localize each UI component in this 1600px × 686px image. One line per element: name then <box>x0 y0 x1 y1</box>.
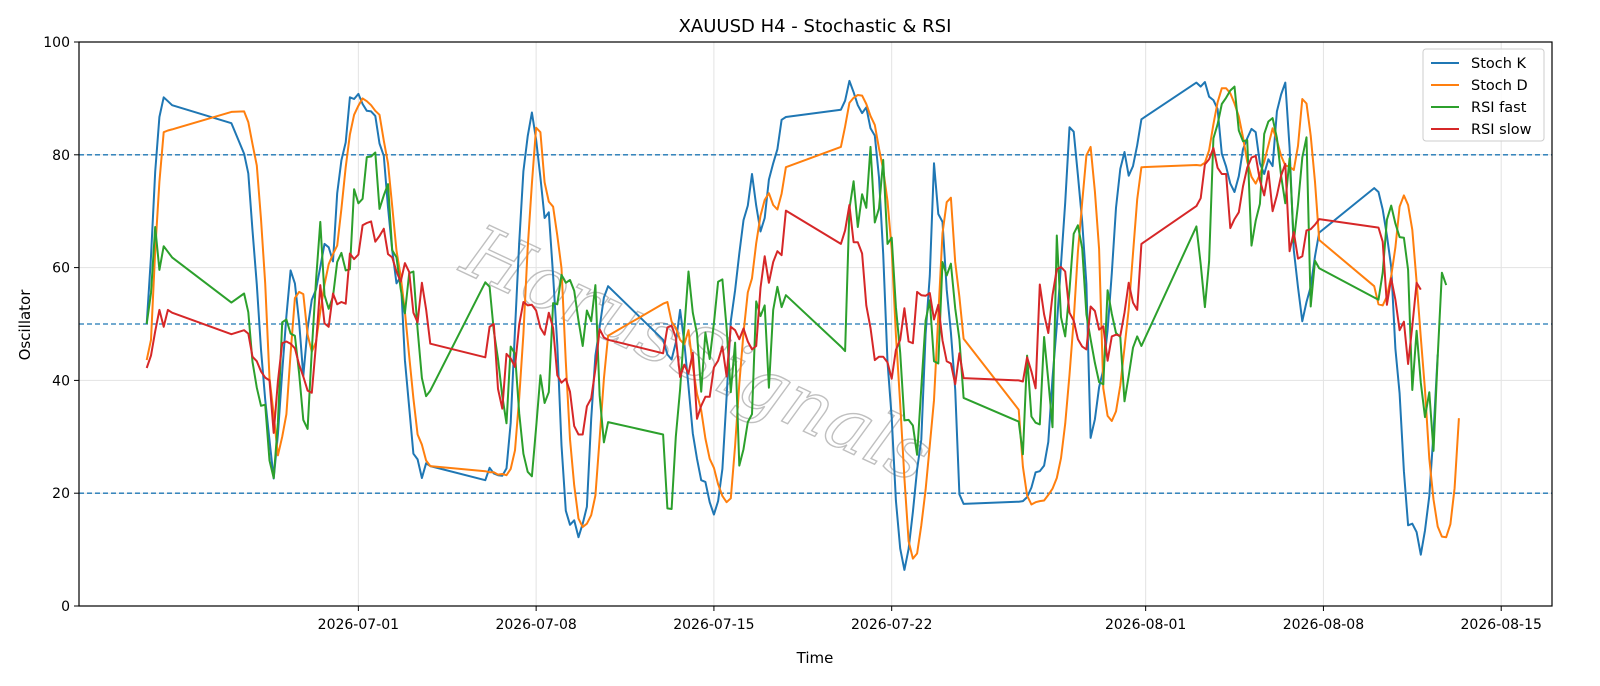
x-tick-label-3: 2026-07-22 <box>851 617 932 633</box>
y-tick-label-5: 100 <box>43 35 70 51</box>
series-line-rsi-fast <box>145 85 1448 510</box>
chart-title: XAUUSD H4 - Stochastic & RSI <box>679 16 952 37</box>
y-tick-label-1: 20 <box>52 486 70 502</box>
legend-label-stoch-k: Stoch K <box>1471 56 1527 72</box>
legend-box <box>1422 48 1545 142</box>
legend-label-stoch-d: Stoch D <box>1471 78 1528 94</box>
y-tick-label-2: 40 <box>52 373 70 389</box>
y-tick-label-4: 80 <box>52 148 70 164</box>
series-line-stoch-k <box>145 79 1439 571</box>
x-tick-label-2: 2026-07-15 <box>673 617 754 633</box>
x-tick-label-1: 2026-07-08 <box>495 617 576 633</box>
series-line-stoch-d <box>145 87 1460 560</box>
legend-label-rsi-slow: RSI slow <box>1471 122 1532 138</box>
x-axis-title: Time <box>796 649 834 667</box>
x-axis-ticks: 2026-07-01 2026-07-08 2026-07-15 2026-07-22… <box>318 606 1542 633</box>
x-tick-label-5: 2026-08-08 <box>1283 617 1364 633</box>
x-tick-label-4: 2026-08-01 <box>1105 617 1186 633</box>
y-tick-label-0: 0 <box>61 599 70 615</box>
series-line-rsi-slow <box>145 147 1422 436</box>
legend-label-rsi-fast: RSI fast <box>1471 100 1527 116</box>
y-tick-label-3: 60 <box>52 261 70 277</box>
x-tick-label-6: 2026-08-15 <box>1461 617 1542 633</box>
series-lines <box>145 79 1460 571</box>
legend: Stoch K Stoch D RSI fast RSI slow <box>1422 48 1545 142</box>
x-tick-label-0: 2026-07-01 <box>318 617 399 633</box>
y-axis-title: Oscillator <box>16 289 34 361</box>
plot-frame <box>78 41 1553 607</box>
y-axis-ticks: 0 20 40 60 80 100 <box>43 35 79 615</box>
